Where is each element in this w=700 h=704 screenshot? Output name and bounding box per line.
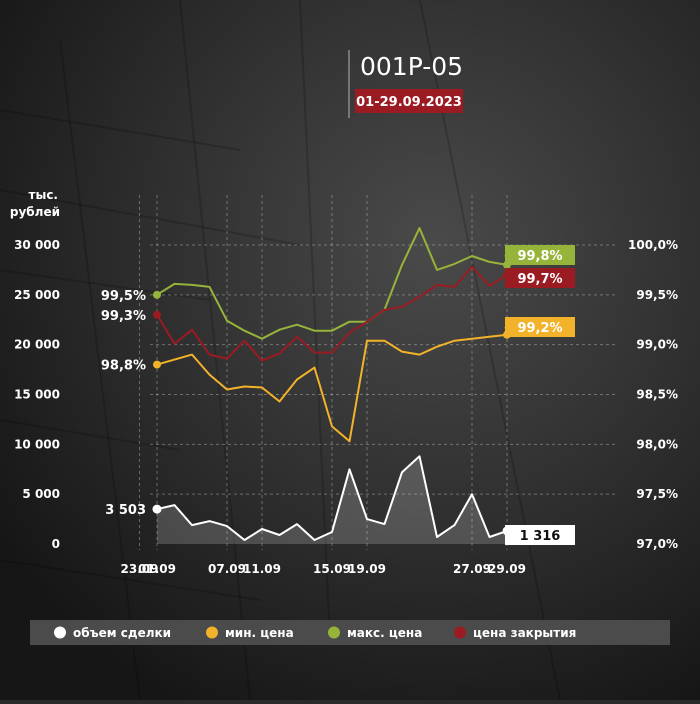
start-value-label: 99,3% <box>101 309 146 324</box>
end-value-label: 99,7% <box>517 272 562 287</box>
y-left-tick-label: 10 000 <box>14 437 60 451</box>
period-text: 01-29.09.2023 <box>356 95 462 110</box>
volume-area <box>157 456 507 544</box>
x-tick-label: 07.09 <box>208 562 246 576</box>
legend-label: цена закрытия <box>473 626 576 640</box>
x-tick-label: 11.09 <box>243 562 281 576</box>
y-right-tick-label: 98,5% <box>636 388 678 402</box>
x-tick-label: 23.09 <box>121 562 159 576</box>
series-point <box>153 310 161 319</box>
end-value-badge <box>505 245 575 265</box>
x-tick-label: 01.09 <box>138 562 176 576</box>
series-point <box>152 504 162 514</box>
series-line-1 <box>156 333 508 443</box>
start-value-label: 3 503 <box>105 503 146 518</box>
right-axis: 97,0% 97,5% 98,0% 98,5% 99,0% 99,5% 100,0% <box>628 238 678 551</box>
y-right-tick-label: 97,0% <box>636 537 678 551</box>
end-value-label: 1 316 <box>520 529 561 544</box>
y-left-tick-label: 0 <box>52 537 60 551</box>
y-right-tick-label: 97,5% <box>636 487 678 501</box>
y-left-tick-label: 20 000 <box>14 338 60 352</box>
period-badge <box>355 89 463 113</box>
y-left-tick-label: 5 000 <box>22 487 60 501</box>
y-right-tick-label: 99,5% <box>636 288 678 302</box>
legend-label: объем сделки <box>73 626 171 640</box>
legend-label: мин. цена <box>225 626 294 640</box>
end-value-badge <box>505 525 575 545</box>
end-value-label: 99,8% <box>517 249 562 264</box>
y-right-tick-label: 100,0% <box>628 238 678 252</box>
y-unit-line1: тыс. <box>29 188 58 202</box>
gridlines <box>139 195 615 550</box>
y-left-tick-label: 25 000 <box>14 288 60 302</box>
series-line-2 <box>156 227 508 340</box>
series-layer <box>152 227 512 544</box>
y-left-tick-label: 30 000 <box>14 238 60 252</box>
end-value-badge <box>505 268 575 288</box>
bond-title: 001P-05 <box>360 52 463 81</box>
y-right-tick-label: 99,0% <box>636 338 678 352</box>
legend-marker <box>54 626 66 639</box>
legend-marker <box>328 626 340 639</box>
series-point <box>153 290 161 299</box>
start-value-label: 98,8% <box>101 359 146 374</box>
legend: объем сделки мин. цена макс. цена цена закр… <box>54 626 576 640</box>
end-value-label: 99,2% <box>517 321 562 336</box>
legend-marker <box>206 626 218 639</box>
end-value-badge <box>505 317 575 337</box>
y-right-tick-label: 98,0% <box>636 437 678 451</box>
background-texture <box>0 0 560 700</box>
legend-label: макс. цена <box>347 626 422 640</box>
series-line-3 <box>156 265 508 362</box>
x-tick-label: 27.09 <box>453 562 491 576</box>
x-tick-label: 15.09 <box>313 562 351 576</box>
series-point <box>153 360 161 369</box>
x-tick-label: 19.09 <box>348 562 386 576</box>
legend-marker <box>454 626 466 639</box>
left-axis: 0 5 000 10 000 15 000 20 000 25 000 30 000 <box>14 238 60 551</box>
y-unit-line2: рублей <box>10 205 60 219</box>
x-tick-label: 29.09 <box>488 562 526 576</box>
annotations-layer: 3 503 98,8% 99,5% 99,3% 99,8% 99,7% 99,2% 1 316 <box>101 245 575 545</box>
legend-box <box>30 620 670 645</box>
y-left-tick-label: 15 000 <box>14 388 60 402</box>
series-line-0 <box>156 455 508 541</box>
start-value-label: 99,5% <box>101 289 146 304</box>
